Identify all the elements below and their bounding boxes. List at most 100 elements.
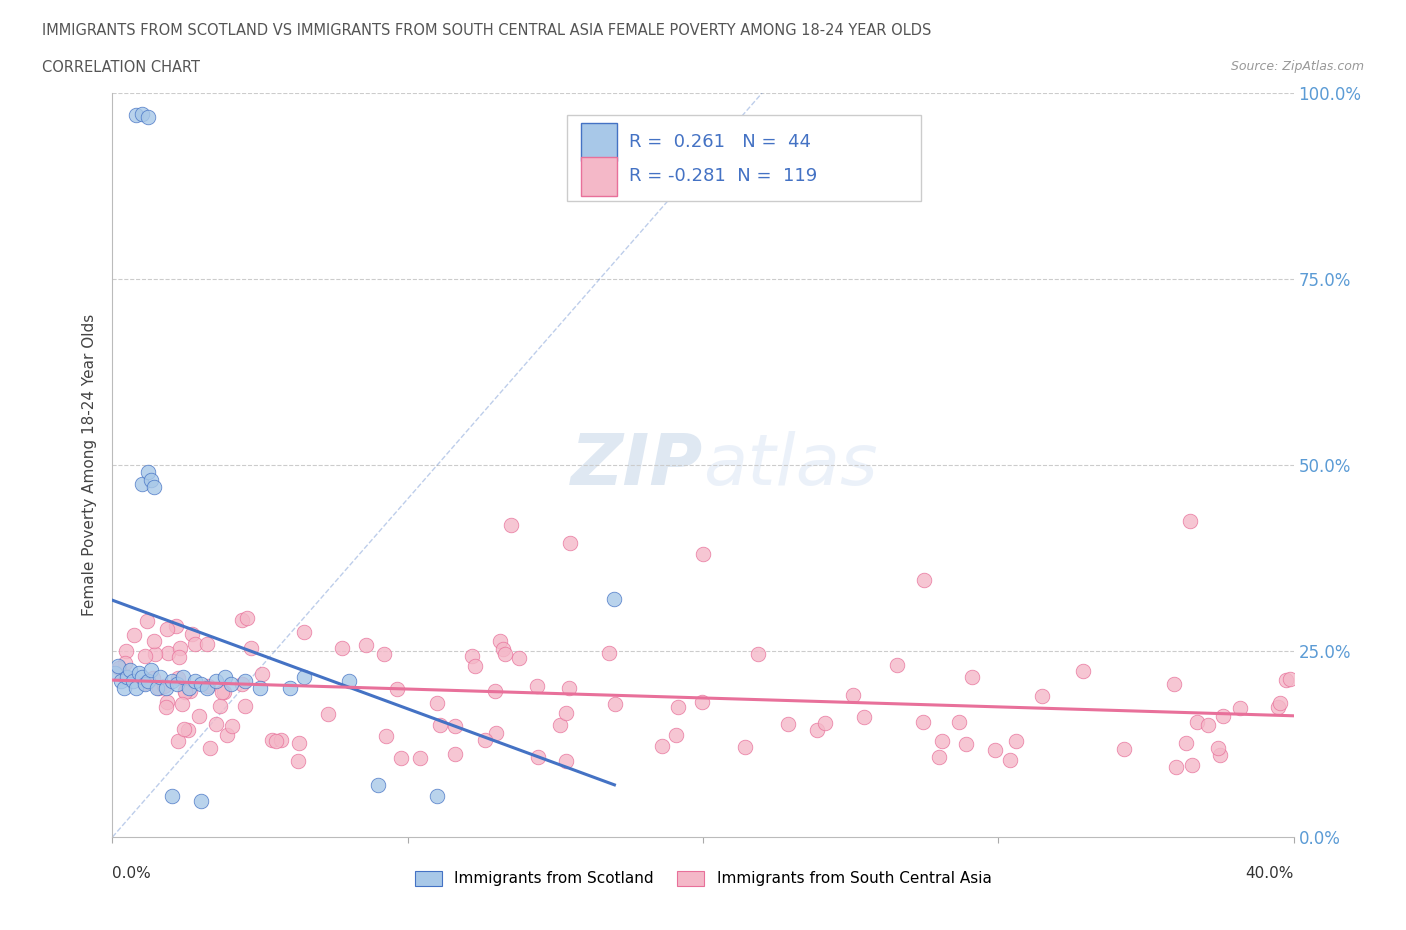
Point — [177, 723, 200, 737]
Point — [1279, 671, 1302, 686]
Point — [198, 740, 221, 755]
Point — [139, 472, 162, 487]
Point — [1198, 717, 1220, 732]
Point — [156, 695, 179, 710]
Point — [409, 751, 432, 765]
Point — [842, 687, 865, 702]
Point — [240, 641, 263, 656]
Point — [167, 671, 190, 685]
Point — [231, 612, 253, 627]
Point — [886, 658, 908, 672]
Point — [117, 670, 138, 684]
Point — [373, 647, 395, 662]
FancyBboxPatch shape — [581, 123, 617, 162]
Point — [211, 684, 233, 699]
Text: CORRELATION CHART: CORRELATION CHART — [42, 60, 200, 75]
Point — [558, 536, 582, 551]
Point — [316, 707, 339, 722]
Point — [266, 733, 288, 748]
Point — [170, 697, 193, 711]
Point — [555, 706, 578, 721]
Point — [984, 742, 1007, 757]
Point — [120, 662, 142, 677]
Point — [491, 642, 513, 657]
Point — [598, 646, 620, 661]
Point — [389, 751, 412, 765]
Point — [125, 108, 148, 123]
Point — [173, 722, 195, 737]
Point — [131, 670, 153, 684]
Point — [136, 465, 159, 480]
Text: 40.0%: 40.0% — [1246, 866, 1294, 881]
Point — [375, 729, 398, 744]
Point — [139, 662, 162, 677]
Point — [1206, 740, 1229, 755]
Point — [474, 733, 496, 748]
Point — [174, 684, 197, 698]
Point — [852, 710, 875, 724]
Point — [508, 650, 530, 665]
Point — [931, 733, 953, 748]
Point — [184, 636, 207, 651]
Point — [287, 754, 309, 769]
Point — [337, 673, 360, 688]
Point — [1071, 663, 1094, 678]
Point — [1209, 748, 1232, 763]
Point — [166, 677, 188, 692]
Point — [233, 673, 256, 688]
Point — [1181, 758, 1204, 773]
Point — [205, 716, 228, 731]
Point — [292, 670, 315, 684]
Point — [110, 673, 132, 688]
Point — [212, 685, 235, 700]
Point — [233, 699, 256, 714]
Point — [145, 647, 167, 662]
Point — [270, 733, 292, 748]
Point — [125, 681, 148, 696]
Point — [385, 682, 408, 697]
Point — [651, 738, 673, 753]
Point — [249, 681, 271, 696]
Point — [134, 649, 156, 664]
Point — [485, 725, 508, 740]
Point — [690, 695, 713, 710]
Point — [288, 735, 311, 750]
Point — [131, 476, 153, 491]
Point — [180, 627, 202, 642]
Point — [1112, 741, 1135, 756]
Point — [1267, 699, 1289, 714]
Point — [167, 650, 190, 665]
Point — [665, 727, 688, 742]
Point — [179, 684, 201, 698]
Point — [146, 681, 169, 696]
Point — [195, 681, 218, 696]
FancyBboxPatch shape — [567, 115, 921, 201]
Point — [1163, 676, 1185, 691]
Point — [169, 641, 191, 656]
Point — [494, 647, 516, 662]
Point — [214, 670, 236, 684]
Text: Source: ZipAtlas.com: Source: ZipAtlas.com — [1230, 60, 1364, 73]
Point — [914, 573, 936, 588]
Point — [167, 733, 190, 748]
Point — [1166, 759, 1188, 774]
Point — [554, 753, 576, 768]
Point — [278, 681, 301, 696]
Point — [960, 670, 983, 684]
Point — [548, 718, 571, 733]
Point — [160, 673, 183, 688]
Point — [197, 678, 219, 693]
Point — [112, 681, 135, 696]
FancyBboxPatch shape — [581, 157, 617, 195]
Point — [426, 789, 449, 804]
Point — [219, 677, 242, 692]
Point — [155, 681, 177, 696]
Point — [928, 749, 950, 764]
Point — [1270, 695, 1292, 710]
Text: R =  0.261   N =  44: R = 0.261 N = 44 — [628, 133, 811, 151]
Point — [734, 739, 756, 754]
Point — [1031, 688, 1053, 703]
Point — [461, 648, 484, 663]
Point — [157, 645, 180, 660]
Point — [187, 709, 209, 724]
